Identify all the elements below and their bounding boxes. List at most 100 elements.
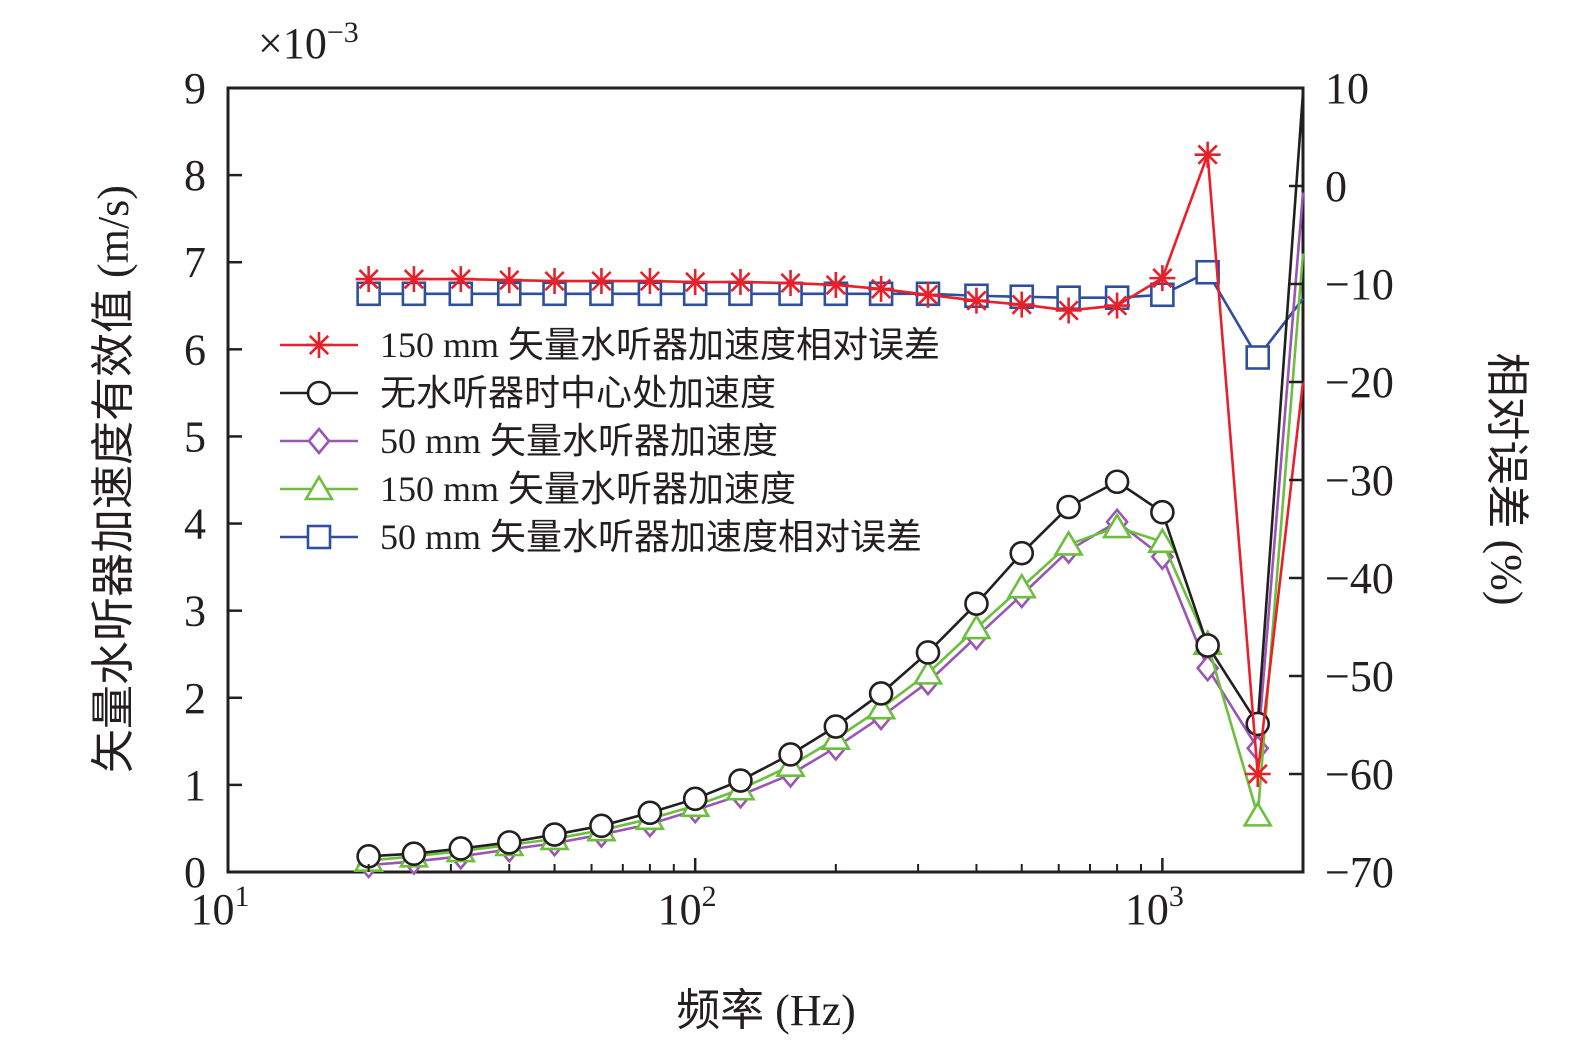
triangle-marker	[865, 693, 897, 720]
circle-marker	[915, 640, 941, 665]
star-marker	[777, 270, 804, 297]
star-stroke	[1152, 268, 1173, 289]
y-left-tick-label: 2	[184, 674, 206, 723]
star-stroke	[685, 271, 706, 293]
square-marker	[306, 524, 332, 550]
star-stroke	[1106, 295, 1128, 316]
circle-marker	[637, 800, 663, 826]
star-stroke	[499, 269, 520, 291]
circle-marker	[823, 714, 849, 739]
y-axis-left-title: 矢量水听器加速度有效值 (m/s)	[89, 185, 138, 773]
triangle-marker	[303, 474, 335, 501]
circle-marker	[964, 591, 989, 616]
star-marker	[1194, 141, 1221, 168]
diamond-marker	[307, 426, 331, 456]
star-stroke	[1011, 294, 1032, 315]
star-marker	[1008, 291, 1035, 318]
y-left-tick-label: 6	[184, 325, 206, 374]
star-stroke	[966, 290, 987, 311]
legend-label: 150 mm 矢量水听器加速度	[380, 469, 796, 509]
y-right-tick-label: 10	[1325, 64, 1369, 113]
star-marker	[963, 287, 990, 314]
triangle-marker	[961, 613, 992, 640]
legend-entry: 150 mm 矢量水听器加速度相对误差	[280, 325, 940, 365]
triangle-marker	[1147, 527, 1178, 554]
y-left-tick-label: 4	[184, 500, 206, 549]
star-marker	[822, 271, 849, 298]
star-stroke	[870, 278, 892, 300]
y-left-tick-label: 9	[184, 64, 206, 113]
circle-marker	[1009, 540, 1035, 566]
triangle-marker	[912, 658, 944, 685]
y-left-tick-label: 7	[184, 238, 206, 287]
y-right-tick-label: 0	[1325, 162, 1347, 211]
legend-label: 无水听器时中心处加速度	[380, 373, 776, 413]
star-marker	[1149, 265, 1176, 292]
star-marker	[636, 268, 663, 295]
circle-marker	[1104, 469, 1130, 495]
circle-marker	[868, 681, 894, 706]
star-stroke	[780, 272, 801, 294]
x-tick-label: 103	[1125, 880, 1184, 934]
y-right-tick-label: −50	[1325, 652, 1394, 701]
y-left-tick-label: 1	[184, 761, 206, 810]
circle-marker	[306, 380, 332, 406]
star-stroke	[639, 270, 661, 292]
legend-entry: 150 mm 矢量水听器加速度	[280, 469, 796, 509]
star-stroke	[730, 271, 751, 293]
star-stroke	[403, 268, 425, 290]
circle-marker	[728, 768, 753, 793]
star-stroke	[1197, 144, 1218, 165]
circle-marker	[448, 836, 474, 861]
triangle-marker	[1242, 800, 1274, 827]
star-stroke	[591, 270, 612, 292]
star-marker	[1055, 297, 1082, 324]
square-marker	[1245, 345, 1271, 370]
star-marker	[355, 266, 382, 293]
y-axis-multiplier: ×10−3	[258, 16, 359, 68]
series-line	[368, 154, 1305, 775]
circle-marker	[1150, 499, 1175, 525]
circle-marker	[682, 786, 708, 812]
star-stroke	[917, 284, 939, 305]
star-stroke	[544, 270, 565, 292]
circle-marker	[496, 830, 522, 855]
y-left-tick-label: 8	[184, 151, 206, 200]
star-marker	[1244, 761, 1271, 787]
circle-marker	[1056, 494, 1081, 520]
star-marker	[727, 269, 754, 296]
y-right-tick-label: −30	[1325, 456, 1394, 505]
y-right-tick-label: −70	[1325, 848, 1394, 897]
y-right-tick-label: −60	[1325, 750, 1394, 799]
circle-marker	[401, 841, 427, 867]
circle-marker	[542, 822, 567, 847]
star-marker	[682, 269, 709, 296]
star-marker	[588, 268, 615, 295]
y-right-tick-label: −10	[1325, 260, 1394, 309]
circle-marker	[589, 813, 614, 839]
circle-marker	[778, 742, 803, 767]
legend-entry: 50 mm 矢量水听器加速度	[280, 421, 778, 461]
star-marker	[306, 332, 332, 358]
y-left-tick-label: 0	[184, 848, 206, 897]
y-right-tick-label: −20	[1325, 358, 1394, 407]
star-marker	[868, 275, 895, 302]
star-marker	[400, 266, 427, 293]
square-marker	[1195, 259, 1220, 285]
legend-label: 50 mm 矢量水听器加速度相对误差	[380, 517, 922, 557]
y-left-tick-label: 5	[184, 412, 206, 461]
star-stroke	[450, 268, 471, 290]
x-tick-label: 102	[658, 880, 717, 934]
legend-entry: 无水听器时中心处加速度	[280, 373, 776, 413]
legend-label: 50 mm 矢量水听器加速度	[380, 421, 778, 461]
multiplier-exponent: −3	[327, 16, 359, 49]
star-marker	[1104, 292, 1131, 319]
star-stroke	[308, 334, 330, 356]
star-marker	[447, 266, 474, 293]
star-marker	[496, 267, 523, 294]
star-stroke	[825, 274, 846, 296]
multiplier-base: ×10	[258, 19, 327, 68]
star-marker	[541, 268, 568, 295]
series-0	[355, 141, 1305, 787]
